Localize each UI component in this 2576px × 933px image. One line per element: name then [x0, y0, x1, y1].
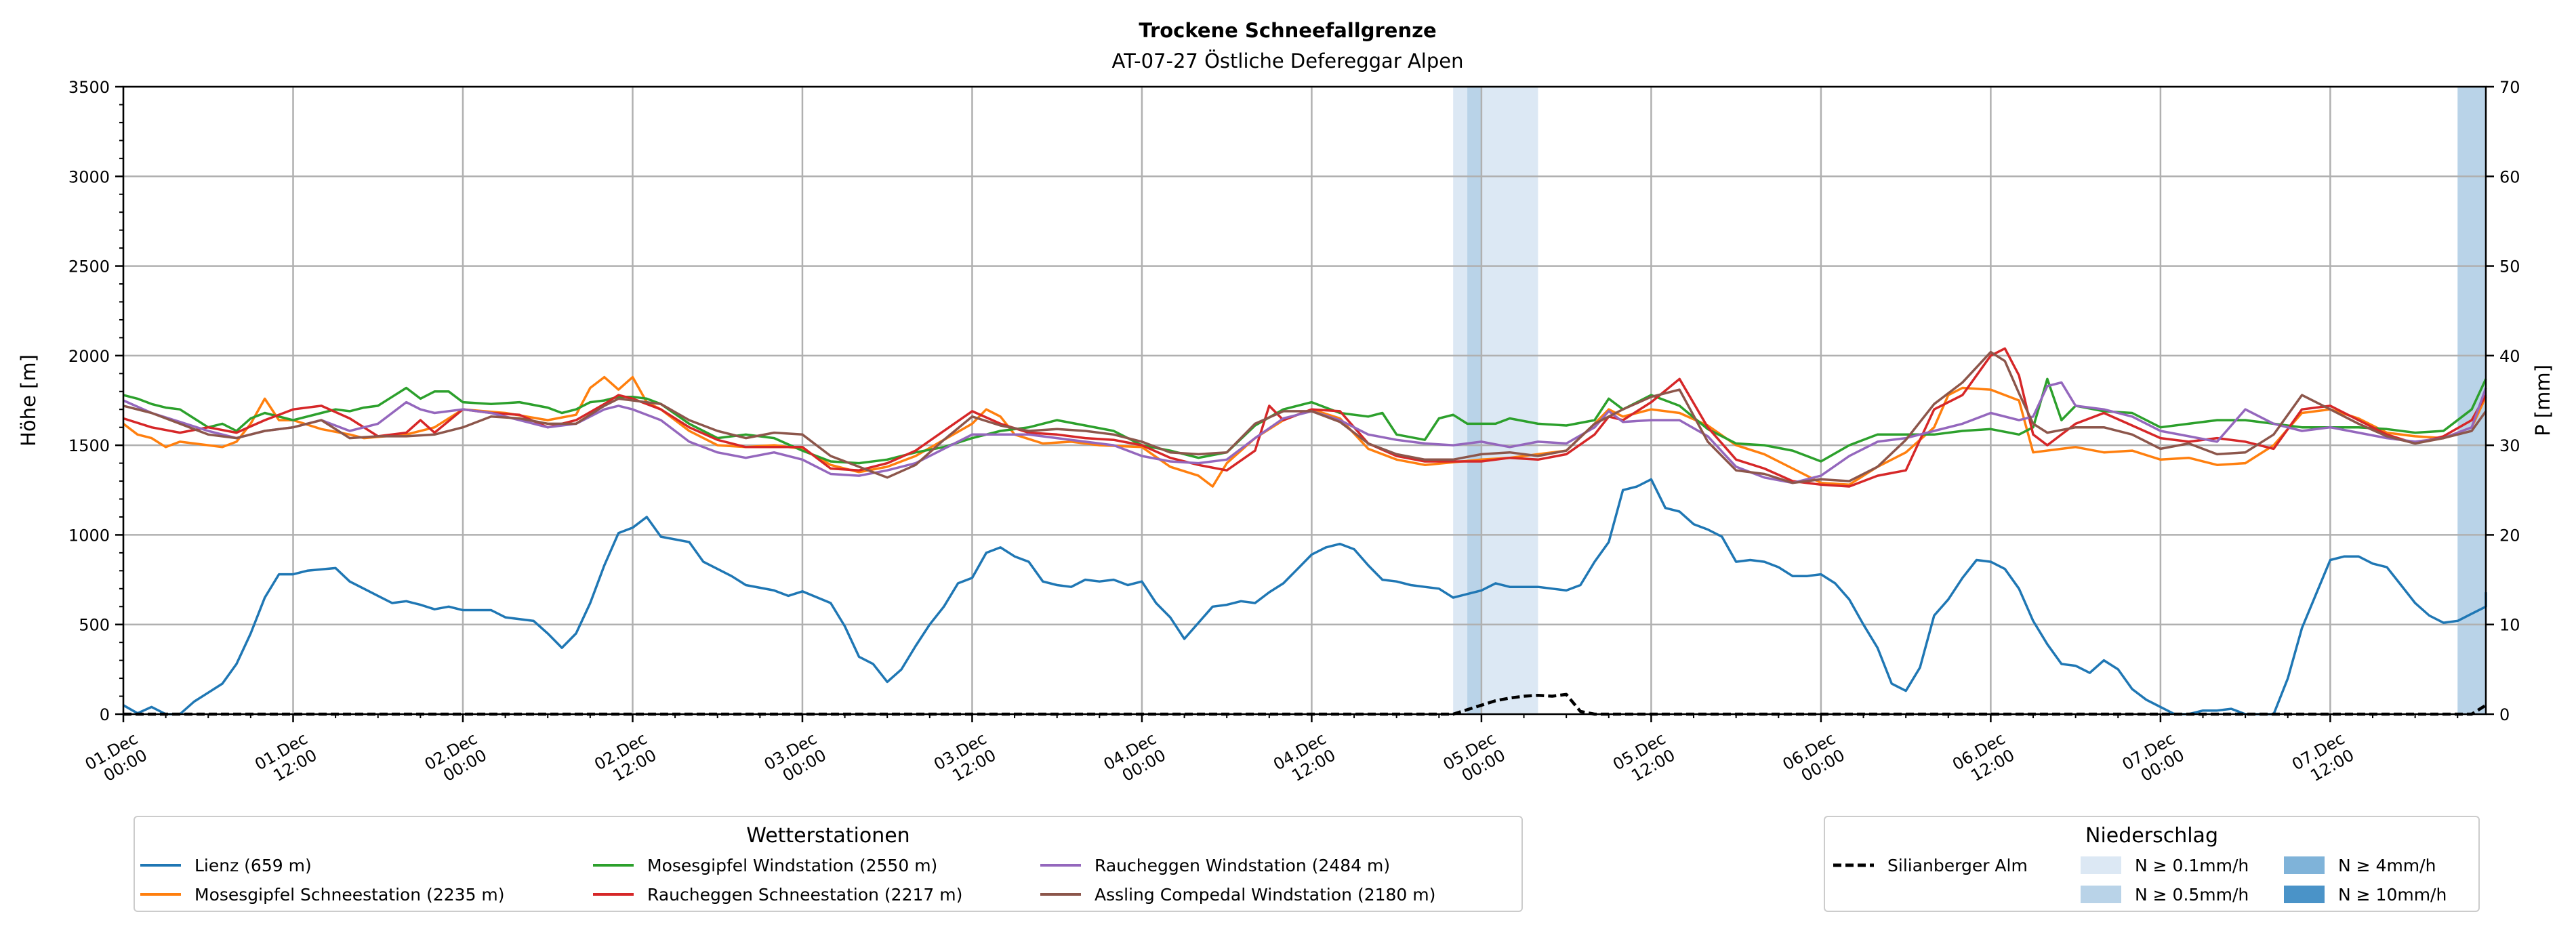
y2-tick-label-1: 10: [2499, 616, 2520, 635]
grid: [122, 85, 2486, 716]
legend-label-5: Assling Compedal Windstation (2180 m): [1095, 885, 1435, 905]
precip-legend-patch-3: [2284, 886, 2325, 903]
precip-band-0: [1453, 87, 1468, 714]
y2-tick-label-2: 20: [2499, 526, 2520, 545]
legend-precipitation: Niederschlag Silianberger Alm N ≥ 0.1mm/…: [1824, 816, 2480, 912]
legend-label-2: Mosesgipfel Windstation (2550 m): [647, 856, 937, 875]
legend-label-0: Lienz (659 m): [195, 856, 312, 875]
y-tick-label-6: 3000: [68, 167, 110, 186]
precip-band-2: [1481, 87, 1538, 714]
y-tick-label-3: 1500: [68, 436, 110, 455]
precip-legend-patch-1: [2081, 886, 2121, 903]
series-lines: [122, 347, 2487, 716]
series-line-6: [123, 692, 2487, 716]
y-tick-label-2: 1000: [68, 526, 110, 545]
y2-tick-label-5: 50: [2499, 257, 2520, 276]
precip-legend-label-2: N ≥ 4mm/h: [2338, 856, 2436, 875]
chart-title: Trockene Schneefallgrenze: [1139, 19, 1436, 42]
legend-label-3: Raucheggen Schneestation (2217 m): [647, 885, 962, 905]
legend-stations-title: Wetterstationen: [746, 824, 909, 848]
chart-subtitle: AT-07-27 Östliche Defereggar Alpen: [1112, 49, 1464, 72]
y2-tick-label-0: 0: [2499, 705, 2510, 724]
legend-label-silianberger: Silianberger Alm: [1887, 856, 2028, 875]
y2-tick-label-4: 40: [2499, 347, 2520, 366]
y-tick-label-4: 2000: [68, 347, 110, 366]
legend-stations: Wetterstationen Lienz (659 m) Mosesgipfel…: [134, 816, 1523, 912]
precip-legend-patch-2: [2284, 856, 2325, 874]
y-tick-label-0: 0: [100, 705, 110, 724]
y2-tick-label-3: 30: [2499, 436, 2520, 455]
y2-tick-label-6: 60: [2499, 167, 2520, 186]
y-tick-label-7: 3500: [68, 78, 110, 97]
y-tick-label-5: 2500: [68, 257, 110, 276]
y-axis-label: Höhe [m]: [17, 354, 40, 447]
precip-legend-label-0: N ≥ 0.1mm/h: [2135, 856, 2249, 875]
precip-legend-patch-0: [2081, 856, 2121, 874]
series-line-5: [123, 350, 2487, 484]
series-line-0: [123, 478, 2487, 716]
series-line-1: [122, 375, 2487, 488]
y2-axis-label: P [mm]: [2531, 365, 2554, 436]
series-line-4: [123, 381, 2487, 484]
legend-label-1: Mosesgipfel Schneestation (2235 m): [195, 885, 505, 905]
precip-legend-label-3: N ≥ 10mm/h: [2338, 885, 2447, 905]
y-tick-label-1: 500: [79, 616, 110, 635]
precipitation-bands: [1453, 87, 2486, 714]
legend-label-4: Raucheggen Windstation (2484 m): [1095, 856, 1390, 875]
plot-frame: [122, 85, 2487, 716]
precip-band-1: [1467, 87, 1481, 714]
y2-tick-label-7: 70: [2499, 78, 2520, 97]
legend-precipitation-title: Niederschlag: [2085, 824, 2218, 848]
precip-legend-label-1: N ≥ 0.5mm/h: [2135, 885, 2249, 905]
